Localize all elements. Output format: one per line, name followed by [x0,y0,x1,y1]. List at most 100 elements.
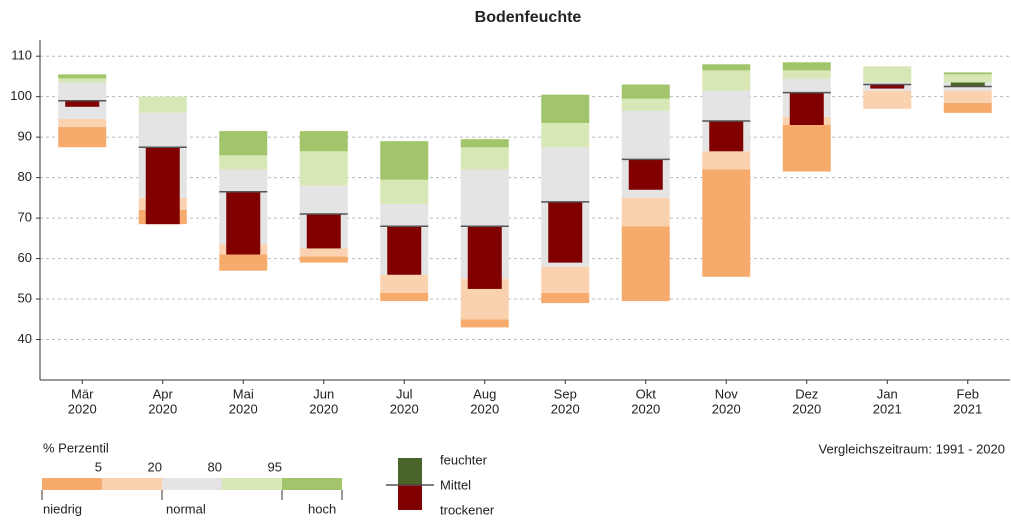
percentile-band [460,319,509,328]
y-tick-label: 70 [18,210,32,225]
x-tick-label: 2020 [309,401,338,416]
percentile-band [460,139,509,148]
current-bar [387,226,422,275]
legend-swatch [398,484,422,510]
x-tick-label: 2020 [792,401,821,416]
legend-swatch [102,478,162,490]
legend-label: hoch [308,501,336,516]
current-bar [950,82,985,87]
x-tick-label: Dez [795,386,818,401]
y-tick-label: 90 [18,129,32,144]
y-tick-label: 60 [18,250,32,265]
percentile-band [863,90,912,109]
x-tick-label: 2020 [148,401,177,416]
x-tick-label: 2020 [68,401,97,416]
x-tick-label: 2020 [229,401,258,416]
percentile-band [380,141,429,180]
percentile-band [702,151,751,170]
x-tick-label: 2021 [873,401,902,416]
percentile-band [863,66,912,83]
current-bar [467,226,502,289]
x-tick-label: Jan [877,386,898,401]
current-bar [306,214,341,249]
x-tick-label: Sep [554,386,577,401]
legend-swatch [282,478,342,490]
legend-swatch [162,478,222,490]
x-tick-label: Apr [153,386,174,401]
x-tick-label: 2020 [390,401,419,416]
percentile-band [943,102,992,113]
percentile-band [702,169,751,277]
x-tick-label: 2020 [712,401,741,416]
y-tick-label: 100 [10,88,32,103]
current-bar [65,100,100,107]
x-tick-label: Nov [715,386,739,401]
x-tick-label: Feb [957,386,979,401]
percentile-band [541,94,590,123]
legend-swatch [398,458,422,484]
percentile-band [380,179,429,204]
legend-swatch [42,478,102,490]
current-bar [145,147,180,225]
x-tick-label: 2020 [551,401,580,416]
percentile-band [380,274,429,293]
percentile-band [299,151,348,186]
percentile-band [702,70,751,91]
legend-tick-label: 20 [148,459,162,474]
percentile-band [943,72,992,75]
legend-label: Mittel [440,477,471,492]
legend-label: niedrig [43,501,82,516]
percentile-band [702,64,751,71]
percentile-band [58,127,107,148]
percentile-band [782,125,831,172]
percentile-band [621,84,670,99]
x-tick-label: Aug [473,386,496,401]
legend-label: feuchter [440,452,488,467]
percentile-band [299,131,348,152]
current-bar [709,120,744,152]
percentile-band [621,98,670,111]
x-tick-label: Mär [71,386,94,401]
percentile-band [460,147,509,170]
percentile-band [541,266,590,293]
y-tick-label: 110 [11,48,32,63]
current-bar [628,159,663,190]
x-tick-label: Jul [396,386,413,401]
legend-tick-label: 95 [268,459,282,474]
percentile-band [782,62,831,71]
percentile-band [58,118,107,128]
percentile-band [621,197,670,227]
percentile-band [58,78,107,83]
legend-label: trockener [440,502,495,517]
legend-title: % Perzentil [43,440,109,455]
x-tick-label: Jun [313,386,334,401]
percentile-band [782,70,831,79]
percentile-band [380,292,429,302]
percentile-band [943,74,992,83]
legend-tick-label: 80 [208,459,222,474]
percentile-band [541,292,590,304]
x-tick-label: Okt [636,386,657,401]
current-bar [789,92,824,125]
chart-title: Bodenfeuchte [475,9,582,26]
x-tick-label: Mai [233,386,254,401]
percentile-band [943,90,992,103]
percentile-band [219,155,268,170]
x-tick-label: 2020 [470,401,499,416]
note: Vergleichszeitraum: 1991 - 2020 [819,441,1005,456]
y-tick-label: 80 [18,169,32,184]
x-tick-label: 2021 [953,401,982,416]
legend-label: normal [166,501,206,516]
y-tick-label: 50 [18,290,32,305]
legend-swatch [222,478,282,490]
legend-tick-label: 5 [95,459,102,474]
current-bar [870,84,905,89]
current-bar [548,201,583,263]
percentile-band [299,248,348,257]
percentile-band [219,131,268,156]
percentile-band [621,226,670,302]
y-tick-label: 40 [18,331,32,346]
percentile-band [138,96,187,113]
current-bar [226,191,261,255]
